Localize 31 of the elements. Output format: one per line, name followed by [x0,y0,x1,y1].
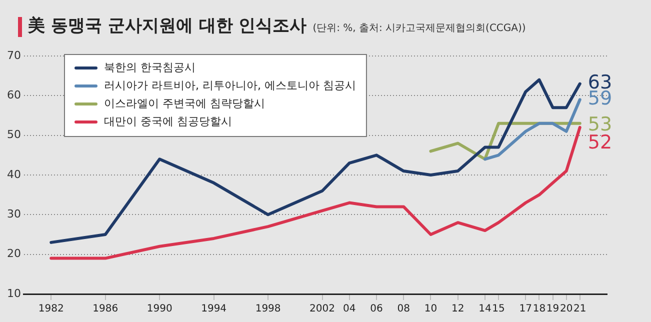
y-tick-label: 40 [6,168,21,181]
y-tick-label: 30 [6,208,21,221]
x-tick-label: 04 [343,304,356,315]
y-tick-label: 10 [6,286,21,300]
x-tick-label: 1998 [255,304,281,315]
chart-title: 美 동맹국 군사지원에 대한 인식조사 [28,15,307,37]
x-tick-label: 08 [397,304,410,315]
x-tick-label: 1986 [92,304,118,315]
y-tick-label: 50 [6,128,21,142]
y-tick-label: 20 [6,247,21,260]
x-tick-label: 15 [492,304,505,315]
y-tick-label: 70 [6,48,21,62]
y-tick-label: 60 [6,88,21,102]
x-tick-label: 17 [519,304,532,315]
legend-label: 북한의 한국침공시 [104,60,196,74]
x-tick-label: 19 [546,304,560,315]
x-tick-label: 20 [560,304,573,315]
x-tick-label: 21 [574,304,586,315]
legend-label: 대만이 중국에 침공당할시 [104,114,232,128]
legend-label: 러시아가 라트비아, 리투아니아, 에스토니아 침공시 [104,78,356,92]
x-tick-label: 1990 [146,304,172,315]
x-tick-label: 1994 [201,304,227,315]
x-tick-label: 2002 [310,304,336,315]
x-tick-label: 10 [424,304,438,315]
legend-label: 이스라엘이 주변국에 침략당할시 [104,96,265,110]
x-tick-label: 14 [478,304,492,315]
x-tick-label: 1982 [38,304,64,315]
chart-subtitle: (단위: %, 출처: 시카고국제문제협의회(CCGA)) [312,22,526,35]
x-tick-label: 18 [532,304,546,315]
x-tick-label: 06 [370,304,383,315]
x-tick-label: 12 [451,304,464,315]
